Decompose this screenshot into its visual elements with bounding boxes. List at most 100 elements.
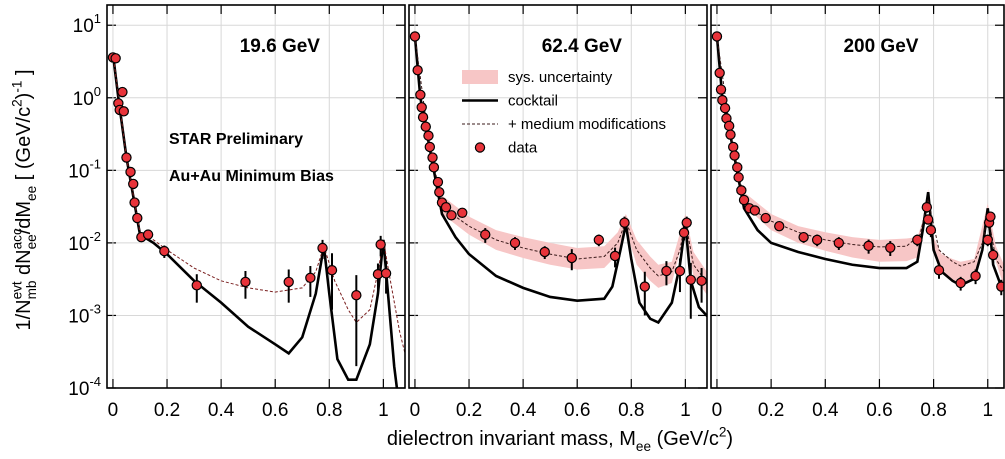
y-tick-label: 10-3 bbox=[68, 301, 101, 327]
data-point bbox=[925, 224, 937, 236]
y-tick-label: 100 bbox=[73, 84, 101, 110]
data-point bbox=[351, 290, 362, 301]
y-tick-base: 10 bbox=[68, 161, 89, 182]
y-tick-base: 10 bbox=[68, 234, 89, 255]
data-point bbox=[714, 67, 725, 79]
label-part: (GeV/c bbox=[651, 428, 719, 450]
panel: 0 0.2 0.4 0.6 0.8 1 62.4 GeV sys. uncertainty co… bbox=[408, 4, 708, 421]
label-part: dN bbox=[13, 249, 35, 280]
data-point bbox=[240, 276, 251, 288]
data-point bbox=[317, 242, 328, 254]
y-tick-label: 10-4 bbox=[68, 374, 101, 400]
data-point bbox=[749, 205, 761, 216]
data-point bbox=[719, 102, 731, 114]
panel-title: 62.4 GeV bbox=[542, 36, 623, 57]
data-point bbox=[833, 237, 845, 249]
y-tick-exp: -2 bbox=[89, 229, 101, 244]
x-tick-label: 0.2 bbox=[456, 400, 482, 421]
plot-area bbox=[711, 31, 1004, 296]
label-part: ee bbox=[24, 186, 39, 201]
data-point bbox=[933, 265, 945, 276]
data-point bbox=[409, 31, 421, 42]
panel: 0 0.2 0.4 0.6 0.8 1 200 GeV bbox=[710, 4, 1005, 421]
x-tick-label: 0.8 bbox=[618, 400, 644, 421]
data-point bbox=[985, 211, 996, 222]
data-point bbox=[415, 89, 426, 100]
data-point bbox=[661, 265, 672, 277]
x-tick-label: 0.2 bbox=[154, 400, 180, 421]
data-point bbox=[996, 281, 1004, 292]
data-point bbox=[326, 265, 338, 276]
data-point bbox=[696, 275, 707, 287]
data-point bbox=[416, 102, 427, 113]
data-point bbox=[921, 202, 933, 213]
data-point bbox=[412, 64, 423, 76]
data-point bbox=[417, 111, 429, 123]
y-tick-base: 10 bbox=[68, 306, 89, 327]
cocktail-line bbox=[413, 36, 707, 325]
data-point bbox=[982, 234, 993, 246]
label-part: /dM bbox=[13, 201, 35, 234]
label-part: ee bbox=[24, 234, 39, 249]
data-point bbox=[728, 141, 739, 153]
data-point bbox=[912, 234, 923, 246]
data-point bbox=[428, 162, 440, 173]
data-point bbox=[811, 234, 823, 246]
data-point bbox=[593, 234, 605, 246]
medium-line bbox=[716, 36, 1004, 273]
label-part: [ (GeV/c bbox=[13, 107, 35, 186]
data-point bbox=[434, 186, 445, 198]
x-tick-label: 1 bbox=[982, 400, 993, 421]
data-point bbox=[732, 162, 743, 173]
data-point bbox=[987, 249, 999, 261]
data-point bbox=[121, 152, 132, 163]
data-point bbox=[711, 31, 723, 42]
data-point bbox=[736, 185, 747, 196]
y-tick-exp: 0 bbox=[94, 84, 101, 99]
data-point bbox=[955, 277, 966, 289]
legend-swatch bbox=[462, 70, 498, 84]
plot-area bbox=[107, 52, 405, 388]
data-point bbox=[457, 207, 468, 218]
data-point bbox=[424, 141, 436, 153]
panel-frame bbox=[408, 4, 708, 389]
legend-swatch bbox=[474, 142, 486, 153]
data-point bbox=[681, 217, 692, 228]
x-tick-label: 0.6 bbox=[866, 400, 892, 421]
data-point bbox=[970, 270, 981, 282]
data-point bbox=[110, 53, 121, 64]
label-part: 2 bbox=[719, 425, 727, 440]
cocktail-line bbox=[715, 36, 1003, 288]
label-part: ) bbox=[13, 93, 35, 100]
label-part: acc. bbox=[10, 224, 25, 249]
annotation: STAR Preliminary bbox=[169, 131, 303, 148]
data-point bbox=[125, 166, 136, 178]
y-tick-exp: -4 bbox=[89, 374, 101, 389]
x-tick-label: 0.4 bbox=[208, 400, 235, 421]
data-point bbox=[128, 178, 139, 190]
y-axis-label: 1/Nevtmb dNacc.ee/dMee [ (GeV/c2)-1 ] bbox=[10, 69, 39, 330]
data-point bbox=[159, 245, 170, 257]
y-tick-label: 10-2 bbox=[68, 229, 101, 255]
data-point bbox=[685, 274, 696, 285]
legend-label: data bbox=[508, 140, 538, 157]
y-tick-label: 101 bbox=[73, 11, 101, 37]
data-point bbox=[305, 272, 316, 284]
data-point bbox=[674, 265, 686, 277]
legend-label: + medium modifications bbox=[508, 116, 666, 133]
data-point bbox=[733, 172, 744, 183]
data-point bbox=[142, 229, 154, 240]
data-point bbox=[566, 252, 577, 264]
label-part: 2 bbox=[10, 99, 25, 107]
panel-frame bbox=[710, 4, 1005, 389]
label-part: 1/N bbox=[13, 299, 35, 330]
y-tick-base: 10 bbox=[68, 379, 89, 400]
data-point bbox=[678, 227, 690, 238]
data-point bbox=[863, 240, 874, 252]
panel-frame bbox=[106, 4, 406, 389]
label-part: ) bbox=[726, 428, 733, 450]
data-point bbox=[420, 121, 431, 132]
y-tick-base: 10 bbox=[73, 16, 94, 37]
